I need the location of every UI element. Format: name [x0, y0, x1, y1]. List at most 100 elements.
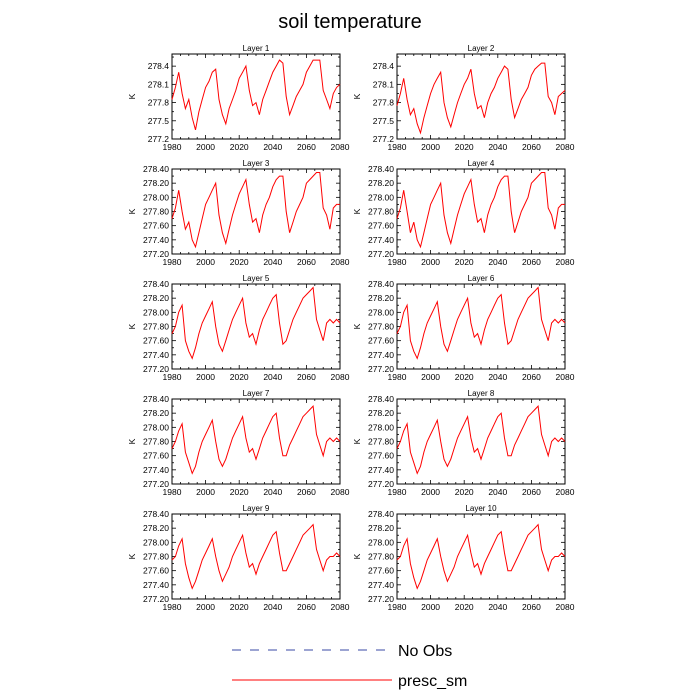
panel-layer-9: Layer 9 K 277.20 277.40 277.60 277.80 278.00 27… — [127, 504, 350, 612]
y-tick-label: 277.5 — [148, 116, 170, 126]
x-tick-label: 2040 — [488, 372, 507, 382]
y-tick-label: 278.40 — [368, 394, 394, 404]
x-tick-label: 2040 — [263, 372, 282, 382]
x-tick-label: 2000 — [196, 257, 215, 267]
y-tick-label: 277.40 — [143, 465, 169, 475]
legend-presc-sm-label: presc_sm — [398, 673, 467, 690]
y-tick-label: 277.80 — [368, 437, 394, 447]
x-tick-label: 2060 — [522, 487, 541, 497]
x-tick-label: 2000 — [421, 257, 440, 267]
y-tick-label: 278.00 — [368, 307, 394, 317]
y-tick-label: 277.8 — [373, 98, 395, 108]
x-tick-label: 2040 — [488, 257, 507, 267]
y-tick-label: 277.60 — [143, 451, 169, 461]
y-tick-label: 277.80 — [368, 552, 394, 562]
panels-grid: Layer 1 K 277.2 277.5 277.8 278.1 278.4 1980 200… — [127, 44, 575, 612]
panel-frame — [171, 53, 341, 140]
y-axis-label: K — [127, 93, 137, 99]
y-tick-label: 278.00 — [368, 537, 394, 547]
x-tick-label: 1980 — [388, 372, 407, 382]
x-tick-label: 2060 — [522, 142, 541, 152]
x-tick-label: 2020 — [455, 487, 474, 497]
series-line-presc-sm — [171, 172, 340, 249]
y-tick-label: 277.40 — [368, 350, 394, 360]
legend-no-obs-label: No Obs — [398, 643, 452, 660]
y-tick-label: 277.40 — [143, 580, 169, 590]
x-tick-label: 1980 — [163, 602, 182, 612]
panel-layer-5: Layer 5 K 277.20 277.40 277.60 277.80 278.00 27… — [127, 274, 350, 382]
y-tick-label: 278.1 — [148, 79, 170, 89]
y-tick-label: 278.40 — [143, 509, 169, 519]
y-tick-label: 277.20 — [143, 364, 169, 374]
y-axis-label: K — [352, 208, 362, 214]
x-tick-label: 2000 — [421, 142, 440, 152]
y-tick-label: 277.60 — [368, 221, 394, 231]
series-line-presc-sm — [396, 523, 566, 590]
y-tick-label: 278.20 — [143, 293, 169, 303]
x-tick-label: 1980 — [163, 257, 182, 267]
y-tick-label: 277.40 — [368, 235, 394, 245]
panel-title: Layer 5 — [243, 274, 270, 283]
x-tick-label: 2060 — [297, 142, 316, 152]
x-tick-label: 2020 — [455, 142, 474, 152]
x-tick-label: 2080 — [331, 372, 350, 382]
y-tick-label: 278.20 — [143, 523, 169, 533]
y-tick-label: 278.00 — [143, 192, 169, 202]
y-tick-label: 278.40 — [368, 509, 394, 519]
y-tick-label: 278.40 — [368, 279, 394, 289]
y-tick-label: 278.00 — [368, 192, 394, 202]
panel-layer-10: Layer 10 K 277.20 277.40 277.60 277.80 278.00 2… — [352, 504, 575, 612]
x-tick-label: 2060 — [297, 487, 316, 497]
panel-layer-8: Layer 8 K 277.20 277.40 277.60 277.80 278.00 27… — [352, 389, 575, 497]
y-tick-label: 277.20 — [143, 594, 169, 604]
y-tick-label: 277.80 — [368, 322, 394, 332]
y-tick-label: 277.40 — [368, 580, 394, 590]
y-tick-label: 277.20 — [368, 249, 394, 259]
series-line-presc-sm — [396, 404, 566, 475]
panel-title: Layer 3 — [243, 159, 270, 168]
x-tick-label: 2080 — [331, 142, 350, 152]
y-tick-label: 278.00 — [143, 307, 169, 317]
y-tick-label: 277.80 — [143, 322, 169, 332]
panel-frame — [396, 283, 566, 370]
y-tick-label: 277.20 — [143, 479, 169, 489]
x-tick-label: 1980 — [388, 602, 407, 612]
panel-frame — [396, 398, 566, 485]
y-tick-label: 278.20 — [368, 408, 394, 418]
figure-title: soil temperature — [278, 11, 421, 33]
y-tick-label: 277.8 — [148, 98, 170, 108]
panel-layer-2: Layer 2 K 277.2 277.5 277.8 278.1 278.4 1980 200… — [352, 44, 575, 152]
y-tick-label: 278.40 — [143, 279, 169, 289]
panel-layer-1: Layer 1 K 277.2 277.5 277.8 278.1 278.4 1980 200… — [127, 44, 350, 152]
x-tick-label: 2020 — [230, 142, 249, 152]
x-tick-label: 2020 — [455, 372, 474, 382]
y-tick-label: 277.20 — [368, 479, 394, 489]
y-tick-label: 278.20 — [143, 178, 169, 188]
panel-layer-4: Layer 4 K 277.20 277.40 277.60 277.80 278.00 27… — [352, 159, 575, 267]
y-tick-label: 277.60 — [143, 336, 169, 346]
y-tick-label: 277.20 — [143, 249, 169, 259]
panel-title: Layer 6 — [468, 274, 495, 283]
y-tick-label: 277.60 — [368, 336, 394, 346]
series-line-presc-sm — [171, 523, 341, 590]
panel-title: Layer 1 — [243, 44, 270, 53]
x-tick-label: 2040 — [263, 487, 282, 497]
x-tick-label: 2040 — [263, 142, 282, 152]
x-tick-label: 2000 — [196, 372, 215, 382]
y-axis-label: K — [127, 208, 137, 214]
panel-frame — [171, 283, 341, 370]
y-tick-label: 277.20 — [368, 364, 394, 374]
y-tick-label: 278.00 — [143, 537, 169, 547]
panel-frame — [171, 513, 341, 600]
x-tick-label: 2000 — [421, 487, 440, 497]
panel-title: Layer 7 — [243, 389, 270, 398]
x-tick-label: 2040 — [263, 257, 282, 267]
y-tick-label: 278.40 — [368, 164, 394, 174]
y-tick-label: 277.5 — [373, 116, 395, 126]
x-tick-label: 2040 — [488, 142, 507, 152]
x-tick-label: 2080 — [556, 372, 575, 382]
x-tick-label: 2020 — [230, 602, 249, 612]
y-axis-label: K — [352, 323, 362, 329]
x-tick-label: 2080 — [556, 142, 575, 152]
